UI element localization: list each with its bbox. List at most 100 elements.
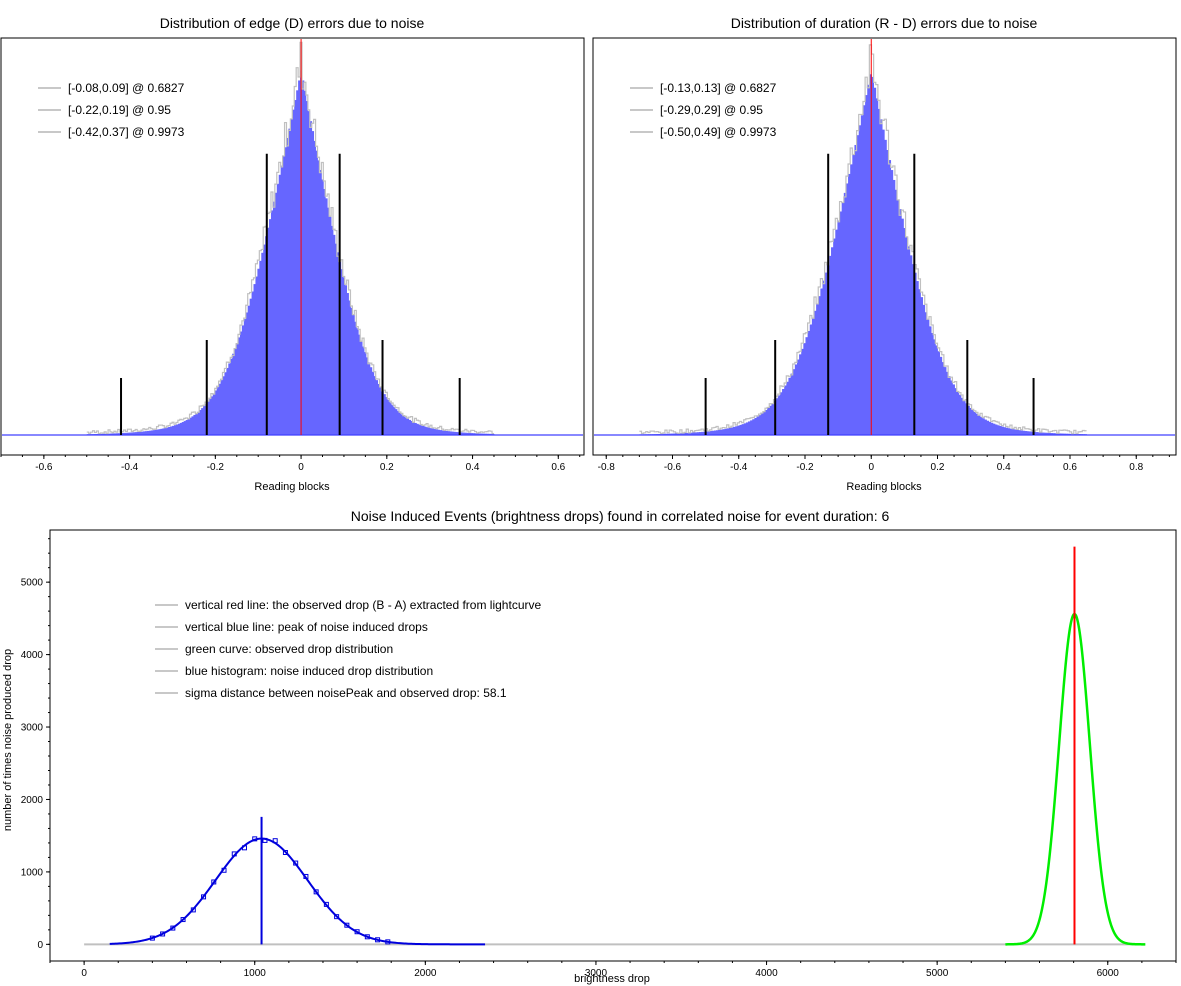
histogram-bar [263, 244, 266, 435]
histogram-bar [480, 433, 483, 435]
histogram-bar [760, 413, 764, 435]
legend-label: [-0.08,0.09] @ 0.6827 [68, 81, 185, 95]
x-tick-label: 5000 [926, 968, 949, 979]
histogram-bar [856, 135, 860, 436]
histogram-bar [1022, 430, 1026, 435]
legend-label: vertical blue line: peak of noise induce… [185, 620, 428, 634]
chart-title: Distribution of duration (R - D) errors … [731, 15, 1038, 31]
histogram-bar [464, 432, 468, 435]
histogram-bar [183, 421, 187, 435]
x-tick-label: -0.4 [121, 462, 139, 473]
x-tick-label: 0 [868, 462, 874, 473]
histogram-bar [220, 380, 223, 435]
histogram-bar [358, 334, 361, 435]
histogram-bar [174, 425, 177, 435]
histogram-bar [928, 326, 932, 435]
histogram-bar [784, 385, 787, 435]
histogram-bar [144, 431, 148, 435]
histogram-bar [257, 268, 260, 435]
duration-error-chart: Distribution of duration (R - D) errors … [592, 15, 1177, 493]
histogram-bar [888, 160, 892, 435]
histogram-bar [790, 373, 794, 435]
histogram-bar [172, 425, 175, 435]
histogram-bar [779, 392, 783, 435]
legend: [-0.13,0.13] @ 0.6827 [-0.29,0.29] @ 0.9… [630, 81, 777, 139]
histogram-bar [482, 433, 485, 435]
histogram-bar [166, 427, 169, 435]
histogram-bar [1054, 433, 1058, 435]
legend-label: [-0.13,0.13] @ 0.6827 [660, 81, 777, 95]
legend-item: [-0.08,0.09] @ 0.6827 [38, 81, 185, 95]
histogram-bar [831, 247, 834, 435]
histogram-bar [818, 296, 821, 435]
histogram-bar [1050, 433, 1053, 435]
histogram-bar [743, 423, 747, 435]
legend-label: vertical red line: the observed drop (B … [185, 598, 541, 612]
histogram-bar [433, 429, 437, 435]
histogram-bar [288, 128, 291, 435]
histogram-bar [720, 429, 723, 435]
histogram-bar [922, 304, 926, 435]
x-tick-label: 6000 [1097, 968, 1120, 979]
histogram-bar [387, 399, 390, 435]
histogram-bar [931, 333, 934, 435]
histogram-bar [466, 432, 470, 435]
histogram-bar [197, 411, 200, 435]
histogram-bar [239, 331, 243, 435]
histogram-bar [854, 144, 857, 436]
histogram-bar [232, 353, 235, 435]
histogram-bar [1031, 431, 1034, 435]
noise-hist-marker [303, 873, 309, 879]
histogram-bar [990, 422, 994, 435]
histogram-bar [142, 431, 146, 435]
plot-frame [49, 529, 1177, 962]
histogram-bar [681, 433, 685, 435]
histogram-bar [899, 209, 902, 435]
histogram-bar [850, 164, 853, 435]
noise-hist-marker [282, 849, 288, 855]
histogram-bar [269, 219, 272, 435]
histogram-bar [956, 391, 960, 435]
histogram-bar [416, 423, 419, 435]
histogram-bar [379, 387, 382, 435]
histogram-bar [137, 431, 140, 435]
noise-hist-marker [170, 925, 176, 931]
histogram-bar [897, 199, 900, 435]
histogram-outline [639, 44, 1087, 435]
histogram-bar [1043, 432, 1047, 435]
histogram-bar [1009, 428, 1013, 435]
histogram-bar [867, 84, 870, 436]
histogram-bar [977, 415, 981, 435]
histogram-bar [255, 276, 258, 435]
histogram-bar [841, 202, 845, 435]
histogram-bar [769, 405, 772, 435]
histogram-bar [914, 272, 917, 435]
histogram-bar [1003, 427, 1007, 435]
histogram-bar [234, 348, 237, 435]
x-tick-label: 0 [298, 462, 304, 473]
histogram-bar [1024, 431, 1028, 435]
histogram-bar [441, 430, 444, 435]
histogram-bar [179, 422, 183, 435]
histogram-bar [226, 367, 229, 435]
x-axis-label: brightness drop [574, 973, 650, 985]
histogram-bar [882, 129, 885, 435]
histogram-bar [1001, 426, 1004, 435]
histogram-bar [185, 420, 188, 435]
histogram-bar [1046, 432, 1049, 435]
histogram-bar [224, 372, 227, 435]
histogram-bar [1033, 431, 1036, 435]
histogram-bar [230, 358, 233, 435]
histogram-bar [745, 422, 749, 435]
histogram-bar [148, 430, 152, 435]
histogram-bar [852, 154, 855, 435]
x-tick-label: 0 [81, 968, 87, 979]
histogram-bar [354, 321, 357, 435]
histogram-bar [303, 90, 307, 435]
histogram-bar [892, 179, 896, 435]
legend-label: [-0.29,0.29] @ 0.95 [660, 103, 763, 117]
histogram-bar [728, 427, 732, 435]
histogram-bar [1007, 428, 1011, 435]
histogram-bar [807, 330, 811, 435]
histogram-bar [918, 289, 921, 435]
